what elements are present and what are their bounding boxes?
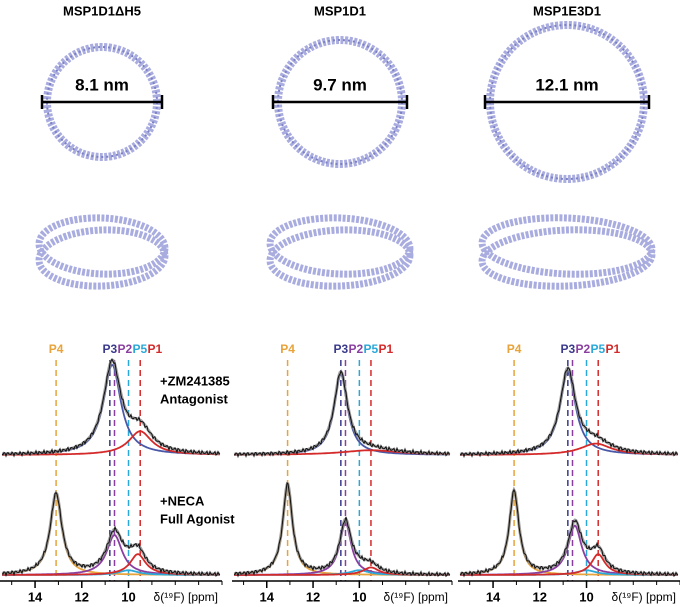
tick-label: 10: [121, 589, 135, 604]
ring-side: [478, 214, 656, 278]
tick-label: 10: [352, 589, 366, 604]
peak-label: P5: [590, 342, 605, 356]
spectrum-data: [1, 358, 221, 458]
diameter-label: 8.1 nm: [75, 75, 129, 94]
spectrum-fit: [459, 365, 678, 456]
ring-side: [478, 226, 656, 290]
tick-label: 14: [260, 589, 275, 604]
axis-label: δ(¹⁹F) [ppm]: [154, 590, 218, 604]
spectrum-data: [1, 491, 221, 578]
peak-label: P5: [132, 342, 147, 356]
peak-label: P3: [560, 342, 575, 356]
tick-label: 12: [533, 589, 547, 604]
tick-label: 12: [75, 589, 89, 604]
peak-label: P4: [49, 342, 64, 356]
peak-label: P2: [117, 342, 132, 356]
tick-label: 12: [306, 589, 320, 604]
peak-label: P2: [348, 342, 363, 356]
spectrum-data: [459, 488, 679, 578]
diameter-label: 9.7 nm: [313, 75, 367, 94]
ring-side: [266, 226, 414, 290]
spectrum-component: [460, 553, 678, 576]
peak-label: P4: [280, 342, 295, 356]
peak-label: P1: [147, 342, 162, 356]
tick-label: 10: [579, 589, 593, 604]
panel-title: MSP1D1ΔH5: [63, 3, 141, 18]
peak-label: P3: [102, 342, 117, 356]
axis-label: δ(¹⁹F) [ppm]: [612, 590, 676, 604]
peak-label: P2: [575, 342, 590, 356]
condition-label: +NECA: [160, 493, 205, 508]
condition-sublabel: Antagonist: [160, 391, 229, 406]
ring-side: [266, 214, 414, 278]
panel-title: MSP1E3D1: [533, 3, 601, 18]
spectrum-fit: [233, 369, 450, 456]
peak-label: P1: [605, 342, 620, 356]
peak-label: P4: [507, 342, 522, 356]
tick-label: 14: [486, 589, 501, 604]
peak-label: P5: [363, 342, 378, 356]
spectrum-component: [460, 370, 678, 456]
spectrum-data: [459, 366, 679, 459]
spectrum-fit: [459, 486, 678, 576]
peak-label: P3: [333, 342, 348, 356]
ring-side: [35, 226, 169, 290]
panel-title: MSP1D1: [314, 3, 366, 18]
condition-label: +ZM241385: [160, 373, 230, 388]
ring-side: [35, 214, 169, 278]
tick-label: 14: [28, 589, 43, 604]
spectrum-data: [233, 481, 451, 578]
axis-label: δ(¹⁹F) [ppm]: [384, 590, 448, 604]
condition-sublabel: Full Agonist: [160, 511, 235, 526]
spectrum-data: [233, 370, 451, 459]
peak-label: P1: [378, 342, 393, 356]
spectrum-component: [2, 534, 220, 576]
spectrum-component: [234, 372, 451, 456]
diameter-label: 12.1 nm: [535, 75, 598, 94]
